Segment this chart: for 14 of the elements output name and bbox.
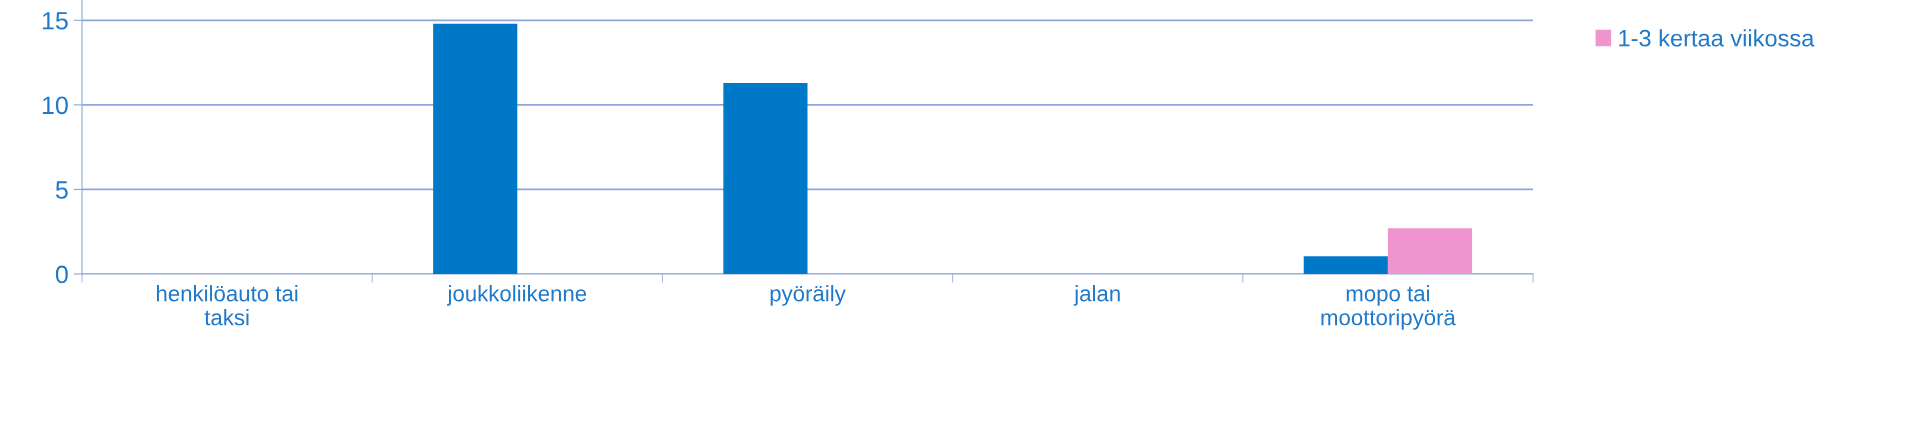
y-tick-label: 15 — [42, 12, 68, 30]
x-tick-label: jalan — [1073, 285, 1120, 306]
x-tick-label: henkilöauto tai taksi — [156, 285, 298, 326]
bar — [433, 23, 518, 274]
y-tick-label: 10 — [42, 96, 68, 115]
x-tick-label: pyöräily — [770, 285, 846, 306]
x-tick-label: joukkoliikenne — [446, 285, 587, 306]
legend-label: 1-3 kertaa viikossa — [1619, 29, 1815, 47]
bar — [1387, 228, 1473, 274]
y-tick-label: 0 — [55, 265, 68, 284]
bar — [1303, 256, 1388, 274]
y-tick-label: 5 — [55, 181, 68, 199]
bar — [723, 82, 808, 274]
x-tick-label: mopo tai moottoripyörä — [1321, 285, 1456, 330]
